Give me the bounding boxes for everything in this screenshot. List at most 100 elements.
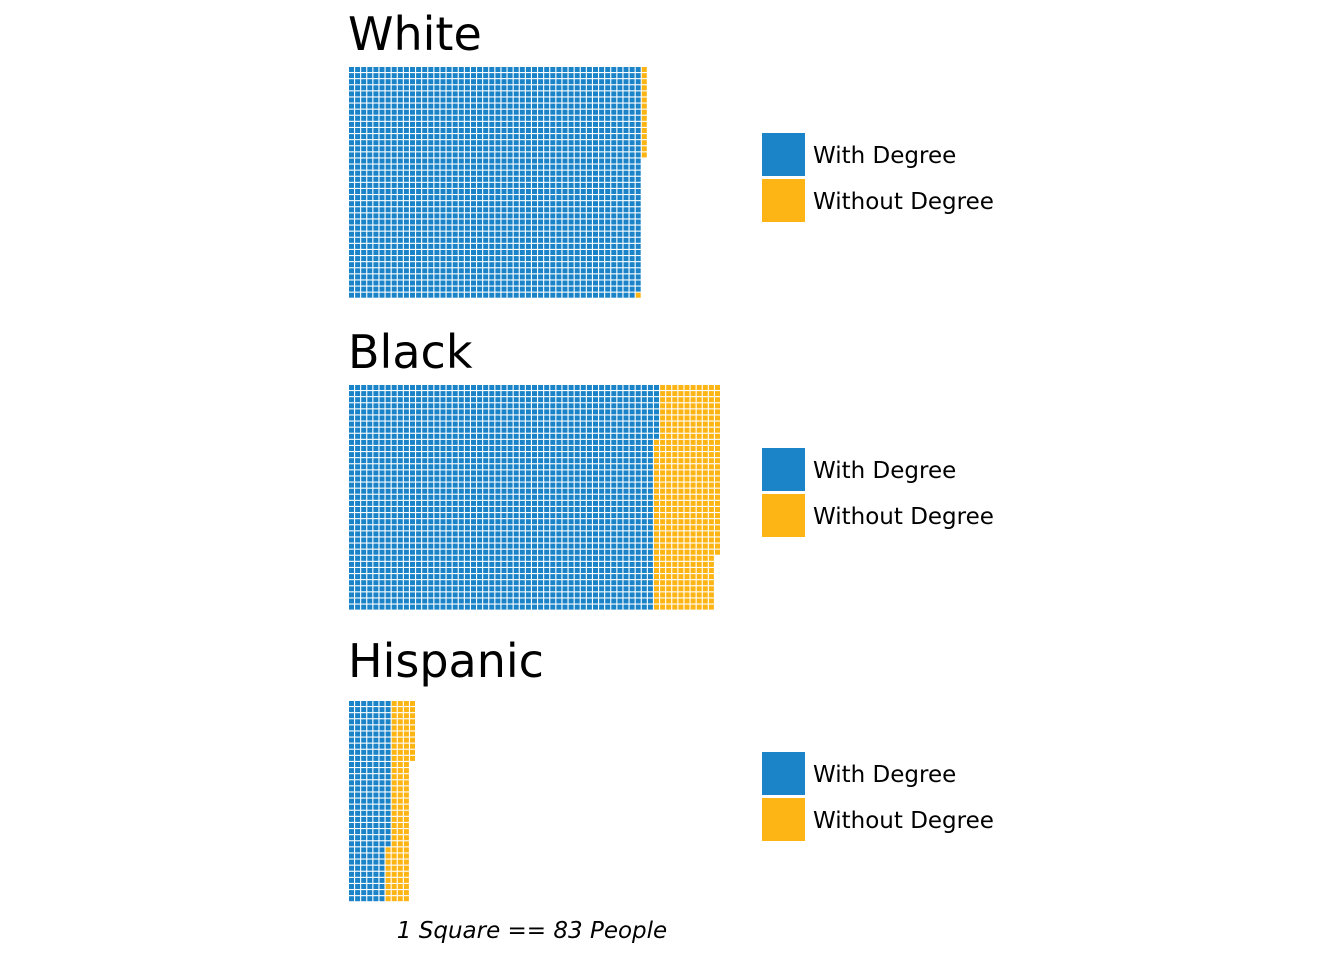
waffle-square-without-degree [696,482,702,488]
waffle-square-with-degree [428,262,434,268]
waffle-square-with-degree [617,176,623,182]
waffle-square-with-degree [617,555,623,561]
waffle-square-with-degree [379,494,385,500]
waffle-square-with-degree [446,67,452,72]
waffle-square-with-degree [635,513,641,519]
waffle-square-with-degree [617,574,623,580]
waffle-square-without-degree [696,555,702,561]
waffle-square-without-degree [678,531,684,537]
waffle-square-with-degree [635,598,641,604]
waffle-square-without-degree [391,725,397,731]
waffle-square-with-degree [379,176,385,182]
waffle-square-with-degree [623,256,629,262]
waffle-square-with-degree [574,537,580,543]
waffle-square-without-degree [403,774,409,780]
waffle-square-with-degree [410,109,415,115]
waffle-square-with-degree [416,243,422,249]
waffle-square-with-degree [532,391,537,397]
waffle-square-without-degree [660,452,666,458]
waffle-square-without-degree [690,549,696,555]
waffle-square-with-degree [568,561,574,567]
waffle-square-with-degree [385,713,391,719]
waffle-square-with-degree [513,243,519,249]
waffle-square-with-degree [599,592,605,598]
waffle-square-with-degree [397,385,403,390]
waffle-square-with-degree [440,195,446,201]
waffle-square-with-degree [367,152,373,158]
waffle-square-without-degree [684,500,690,506]
waffle-square-with-degree [458,403,464,409]
waffle-square-with-degree [361,804,367,810]
waffle-square-with-degree [373,79,379,85]
waffle-square-with-degree [617,494,623,500]
waffle-square-without-degree [678,391,684,397]
waffle-square-with-degree [495,549,501,555]
waffle-square-with-degree [464,152,470,158]
waffle-square-with-degree [471,427,476,433]
waffle-square-with-degree [550,537,556,543]
waffle-square-with-degree [349,762,354,767]
waffle-square-with-degree [568,189,574,194]
waffle-square-without-degree [690,433,696,439]
waffle-square-with-degree [599,201,605,207]
waffle-square-with-degree [397,67,403,72]
waffle-square-with-degree [361,237,367,243]
waffle-square-with-degree [519,134,525,140]
waffle-square-with-degree [544,164,550,170]
waffle-square-with-degree [361,397,367,403]
waffle-square-with-degree [403,592,409,598]
waffle-square-with-degree [580,280,586,286]
waffle-square-with-degree [385,531,391,537]
waffle-square-with-degree [550,243,556,249]
waffle-square-with-degree [446,91,452,97]
waffle-square-with-degree [605,67,611,72]
waffle-square-with-degree [367,433,373,439]
waffle-square-with-degree [355,847,361,853]
waffle-square-with-degree [458,140,464,146]
waffle-square-with-degree [593,164,598,170]
waffle-square-with-degree [532,561,537,567]
waffle-square-with-degree [410,207,415,213]
waffle-square-with-degree [367,519,373,525]
waffle-square-with-degree [599,85,605,91]
waffle-square-with-degree [538,268,544,274]
waffle-square-with-degree [367,415,373,421]
waffle-square-with-degree [349,890,354,896]
waffle-square-with-degree [629,549,635,555]
waffle-square-with-degree [556,237,562,243]
waffle-square-with-degree [440,164,446,170]
waffle-square-with-degree [477,225,483,231]
waffle-square-with-degree [483,201,489,207]
waffle-square-with-degree [416,158,422,164]
waffle-square-with-degree [391,103,397,109]
waffle-square-without-degree [690,598,696,604]
waffle-square-with-degree [440,170,446,176]
waffle-square-with-degree [605,115,611,121]
waffle-square-with-degree [629,152,635,158]
waffle-square-with-degree [379,67,385,72]
waffle-square-with-degree [410,586,415,592]
waffle-square-with-degree [379,292,385,298]
waffle-square-without-degree [410,719,415,725]
waffle-square-with-degree [519,103,525,109]
waffle-square-with-degree [562,427,568,433]
waffle-square-without-degree [678,500,684,506]
waffle-square-with-degree [428,519,434,525]
waffle-square-without-degree [715,391,720,397]
waffle-square-with-degree [373,543,379,549]
waffle-square-with-degree [605,256,611,262]
waffle-square-with-degree [428,531,434,537]
waffle-square-with-degree [385,427,391,433]
waffle-square-with-degree [349,446,354,451]
waffle-square-with-degree [379,152,385,158]
waffle-square-with-degree [379,847,385,853]
waffle-square-with-degree [623,158,629,164]
waffle-square-with-degree [483,286,489,292]
waffle-square-with-degree [544,219,550,225]
waffle-square-with-degree [367,592,373,598]
waffle-square-with-degree [574,592,580,598]
waffle-square-with-degree [617,103,623,109]
waffle-square-with-degree [471,543,476,549]
waffle-square-with-degree [489,237,495,243]
waffle-square-with-degree [489,292,495,298]
